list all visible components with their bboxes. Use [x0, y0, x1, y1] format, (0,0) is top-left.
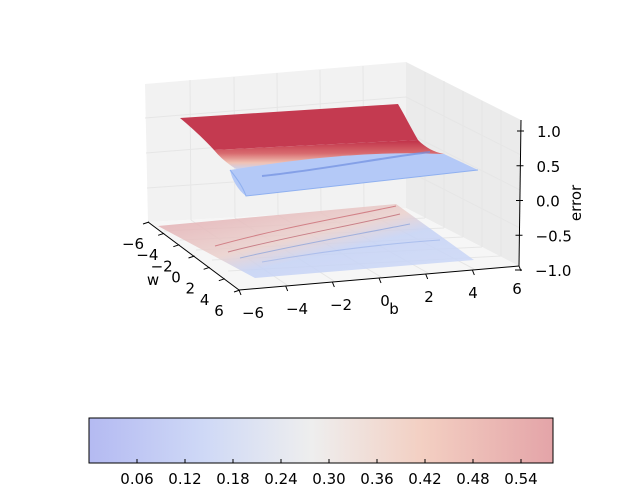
- b-tick-mark: [378, 277, 382, 284]
- error-axis-line: [518, 119, 522, 267]
- b-tick-mark: [471, 269, 475, 276]
- projection-contour-4: [261, 239, 441, 263]
- b-tick-mark: [425, 273, 429, 280]
- w-tick-mark: [203, 266, 210, 270]
- error-tick-label: −1.0: [535, 262, 571, 280]
- projection-contour-1: [214, 205, 397, 247]
- colorbar-gradient: [88, 417, 554, 464]
- error-tick-label: 0.0: [536, 193, 560, 211]
- w-tick-label: −4: [136, 246, 158, 264]
- colorbar-tick-label: 0.54: [504, 470, 537, 488]
- projection-fill: [158, 204, 474, 278]
- w-tick-label: 4: [200, 291, 210, 309]
- colorbar-tick-label: 0.42: [408, 470, 441, 488]
- w-tick-mark: [158, 232, 165, 236]
- w-tick-label: −2: [151, 257, 173, 275]
- surface-low-plateau: [230, 153, 478, 196]
- b-tick-label: 2: [424, 288, 434, 306]
- error-tick-label: 1.0: [537, 123, 561, 141]
- w-tick-mark: [173, 244, 180, 248]
- b-tick-label: −4: [286, 300, 308, 318]
- b-tick-label: 4: [468, 284, 478, 302]
- w-tick-label: 0: [171, 269, 181, 287]
- b-tick-mark: [518, 265, 522, 272]
- colorbar-tick-label: 0.18: [216, 470, 249, 488]
- b-tick-mark: [285, 285, 289, 292]
- b-tick-mark: [238, 289, 242, 296]
- w-tick-label: −6: [122, 235, 144, 253]
- contour-projection: [158, 204, 474, 278]
- b-axis: −6 −4 −2 0 2 4 6 b: [238, 265, 522, 322]
- b-tick-mark: [331, 281, 335, 288]
- b-tick-label: −6: [242, 304, 264, 322]
- surface-top-plateau: [180, 104, 418, 150]
- w-tick-mark: [188, 255, 195, 259]
- w-axis-label: w: [147, 271, 159, 289]
- b-tick-label: −2: [330, 296, 352, 314]
- surface-front-edge: [229, 169, 479, 197]
- w-tick-mark: [142, 221, 150, 225]
- error-tick-label: 0.5: [537, 158, 561, 176]
- w-tick-label: 6: [214, 302, 224, 320]
- w-tick-mark: [218, 278, 225, 282]
- colorbar-tick-label: 0.24: [264, 470, 297, 488]
- colorbar-tick-label: 0.30: [312, 470, 345, 488]
- error-axis: 1.0 0.5 0.0 −0.5 −1.0 error: [515, 123, 585, 280]
- projection-contour-2: [227, 213, 401, 253]
- surface: [180, 104, 479, 197]
- colorbar-tick-label: 0.48: [456, 470, 489, 488]
- colorbar-tick-label: 0.06: [120, 470, 153, 488]
- error-axis-label: error: [567, 184, 585, 221]
- projection-contour-3: [239, 223, 411, 259]
- colorbar-tick-label: 0.36: [360, 470, 393, 488]
- surface-valley: [261, 151, 431, 177]
- b-tick-label: 6: [512, 280, 522, 298]
- colorbar: 0.06 0.12 0.18 0.24 0.30 0.36 0.42 0.48 0.54: [88, 417, 554, 488]
- colorbar-tick-label: 0.12: [168, 470, 201, 488]
- b-tick-label: 0: [380, 292, 390, 310]
- w-tick-label: 2: [186, 280, 196, 298]
- error-tick-label: −0.5: [536, 227, 572, 245]
- b-axis-label: b: [389, 300, 399, 318]
